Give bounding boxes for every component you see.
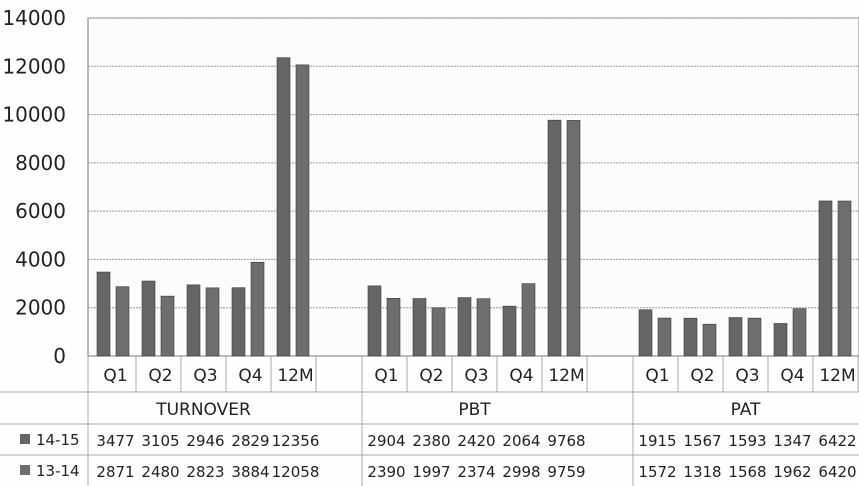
- plot-area: [87, 17, 859, 357]
- data-label: 2998: [502, 463, 540, 481]
- data-label: 3105: [141, 432, 179, 450]
- bar: [295, 64, 310, 357]
- legend-swatch: [20, 465, 30, 475]
- gridlines: [88, 17, 859, 309]
- bar: [386, 297, 401, 357]
- bar: [205, 287, 220, 357]
- data-label: 2904: [367, 432, 405, 450]
- category-label: Q2: [419, 366, 443, 386]
- category-label: Q1: [645, 366, 669, 386]
- bar: [657, 317, 672, 357]
- category-label: Q3: [464, 366, 488, 386]
- bar: [431, 307, 446, 357]
- bar: [96, 271, 111, 357]
- y-tick-label: 8000: [15, 151, 66, 175]
- data-label: 2823: [186, 463, 224, 481]
- data-label: 2829: [231, 432, 269, 450]
- category-label: 12M: [819, 366, 855, 386]
- data-label: 9759: [547, 463, 585, 481]
- category-label: 12M: [277, 366, 313, 386]
- y-tick-label: 2000: [15, 296, 66, 320]
- bar: [160, 295, 175, 357]
- bar: [683, 317, 698, 357]
- y-tick-label: 14000: [2, 6, 66, 30]
- data-table: Q1 3477 2871 Q2 3105 2480 Q3 2946 2823 Q4 2829 3884…: [0, 356, 859, 486]
- bar: [231, 287, 246, 357]
- bar: [818, 200, 833, 357]
- group-label: TURNOVER: [155, 400, 251, 420]
- data-label: 1572: [638, 463, 676, 481]
- bars: [96, 57, 852, 357]
- y-tick-label: 12000: [2, 54, 66, 78]
- y-axis-ticks: 0 2000 4000 6000 8000 10000 12000 14000: [2, 6, 66, 368]
- legend-swatch: [20, 434, 30, 444]
- category-label: Q1: [103, 366, 127, 386]
- data-label: 12058: [272, 463, 320, 481]
- category-label: 12M: [548, 366, 584, 386]
- category-label: Q4: [780, 366, 804, 386]
- bar: [250, 261, 265, 357]
- bar: [547, 119, 562, 357]
- category-label: Q2: [690, 366, 714, 386]
- data-label: 1997: [412, 463, 450, 481]
- legend-label: 13-14: [36, 462, 80, 480]
- bar: [186, 284, 201, 357]
- bar: [476, 298, 491, 357]
- data-label: 1915: [638, 432, 676, 450]
- bar: [367, 285, 382, 357]
- data-label: 1347: [773, 432, 811, 450]
- bar: [141, 280, 156, 357]
- category-label: Q3: [193, 366, 217, 386]
- data-label: 9768: [547, 432, 585, 450]
- data-label: 2374: [457, 463, 495, 481]
- data-label: 3884: [231, 463, 269, 481]
- legend-label: 14-15: [36, 431, 80, 449]
- category-label: Q2: [148, 366, 172, 386]
- bar: [837, 200, 852, 357]
- bar: [773, 323, 788, 357]
- data-label: 1568: [728, 463, 766, 481]
- bar: [702, 323, 717, 357]
- data-label: 2380: [412, 432, 450, 450]
- data-label: 3477: [96, 432, 134, 450]
- category-label: Q1: [374, 366, 398, 386]
- bar: [412, 298, 427, 357]
- category-label: Q4: [509, 366, 533, 386]
- bar: [747, 317, 762, 357]
- y-tick-label: 0: [53, 344, 66, 368]
- data-label: 2871: [96, 463, 134, 481]
- data-label: 6420: [818, 463, 856, 481]
- bar: [792, 308, 807, 357]
- bar: [521, 283, 536, 357]
- bar: [276, 57, 291, 357]
- data-label: 1593: [728, 432, 766, 450]
- group-label: PBT: [458, 400, 491, 420]
- data-label: 2946: [186, 432, 224, 450]
- y-tick-label: 4000: [15, 247, 66, 271]
- bar: [566, 120, 581, 357]
- y-tick-label: 6000: [15, 199, 66, 223]
- data-label: 2064: [502, 432, 540, 450]
- data-label: 1567: [683, 432, 721, 450]
- bar: [115, 286, 130, 357]
- data-label: 2420: [457, 432, 495, 450]
- bar: [457, 297, 472, 357]
- category-label: Q3: [735, 366, 759, 386]
- data-label: 1318: [683, 463, 721, 481]
- data-label: 6422: [818, 432, 856, 450]
- data-label: 12356: [272, 432, 320, 450]
- data-label: 1962: [773, 463, 811, 481]
- group-label: PAT: [731, 400, 761, 420]
- data-label: 2480: [141, 463, 179, 481]
- y-tick-label: 10000: [2, 103, 66, 127]
- bar: [502, 305, 517, 357]
- data-label: 2390: [367, 463, 405, 481]
- bar: [728, 317, 743, 357]
- category-label: Q4: [238, 366, 262, 386]
- bar: [638, 309, 653, 357]
